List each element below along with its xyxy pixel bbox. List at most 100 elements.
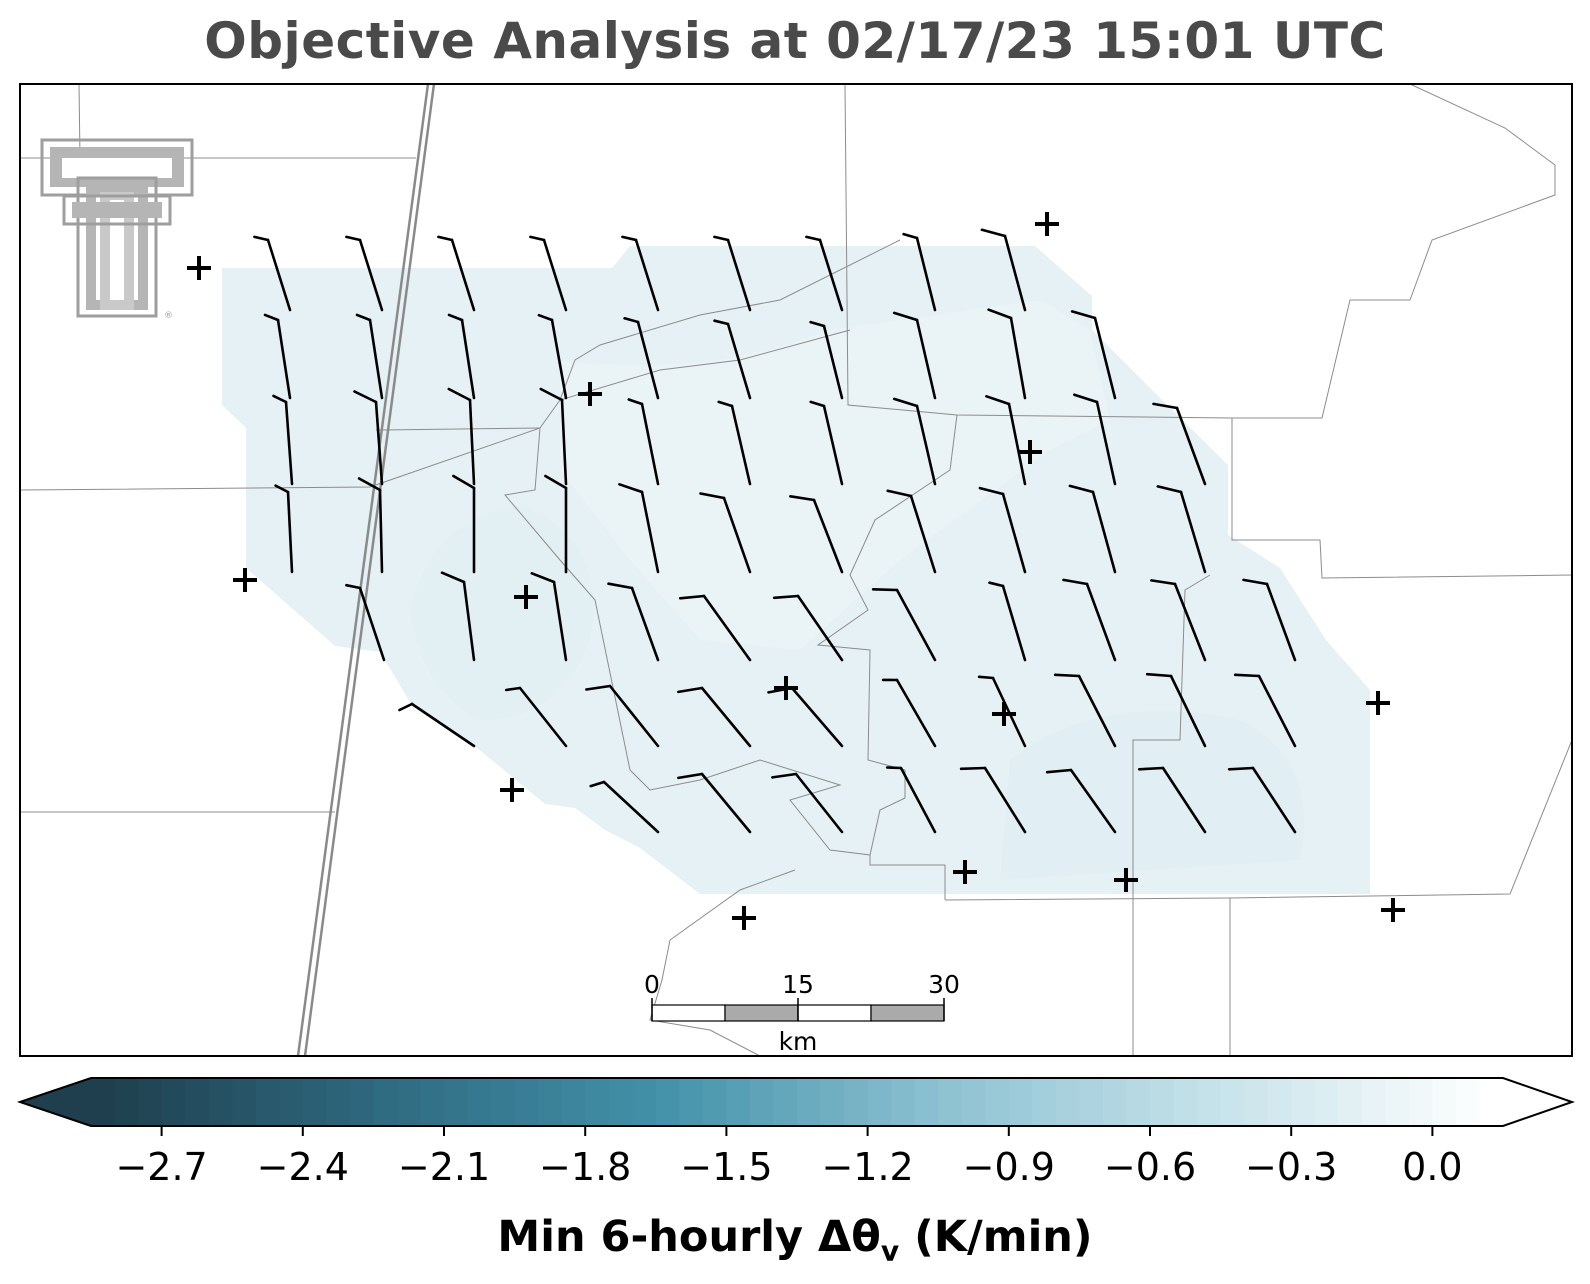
- wind-barb: [1145, 672, 1207, 748]
- wind-barb: [809, 400, 844, 486]
- colorbar-cell: [914, 1078, 939, 1126]
- wind-barb: [607, 582, 660, 662]
- wind-barb: [357, 477, 384, 574]
- wind-barb: [977, 675, 1027, 748]
- wind-barb: [892, 397, 937, 486]
- station-marker: [1114, 868, 1138, 892]
- wind-barb: [1062, 578, 1117, 662]
- colorbar-cell: [185, 1078, 210, 1126]
- wind-barb: [504, 686, 568, 748]
- wind-barb: [771, 772, 844, 834]
- colorbar-cell: [891, 1078, 916, 1126]
- colorbar-cell: [1361, 1078, 1386, 1126]
- colorbar-tick-label: −0.3: [1245, 1145, 1337, 1189]
- highway-line: [296, 84, 436, 1056]
- colorbar-label: Min 6-hourly Δθv (K/min): [497, 1212, 1093, 1268]
- wind-barb: [713, 235, 752, 312]
- wind-barb: [988, 581, 1027, 662]
- wind-barb: [618, 482, 660, 574]
- colorbar-tick-label: −2.4: [257, 1145, 349, 1189]
- colorbar-cell: [1244, 1078, 1269, 1126]
- colorbar-cell: [702, 1078, 727, 1126]
- colorbar-tick-label: −0.9: [963, 1145, 1055, 1189]
- analysis-field-inner: [560, 300, 1110, 650]
- wind-barb: [902, 232, 937, 312]
- wind-barb: [677, 686, 752, 748]
- colorbar-cell: [632, 1078, 657, 1126]
- colorbar-cell: [138, 1078, 163, 1126]
- colorbar-tick-label: −2.1: [398, 1145, 490, 1189]
- colorbar-cell: [232, 1078, 257, 1126]
- colorbar-cell: [279, 1078, 304, 1126]
- colorbar-cell: [797, 1078, 822, 1126]
- wind-barb: [1053, 673, 1117, 748]
- colorbar-cell: [1055, 1078, 1080, 1126]
- colorbar-ticks: −2.7 −2.4 −2.1 −1.8 −1.5 −1.2 −0.9 −0.6 −0.3 0.0: [115, 1126, 1463, 1189]
- station-marker: [1366, 691, 1390, 715]
- wind-barb: [440, 571, 476, 662]
- wind-barb: [589, 780, 660, 834]
- scale-unit: km: [779, 1027, 818, 1056]
- wind-barb: [871, 587, 937, 662]
- colorbar-tick-label: −0.6: [1104, 1145, 1196, 1189]
- colorbar-tick-label: 0.0: [1402, 1145, 1462, 1189]
- colorbar-cell: [561, 1078, 586, 1126]
- wind-barb: [985, 394, 1027, 486]
- colorbar-cell: [1150, 1078, 1175, 1126]
- wind-barb: [623, 316, 660, 400]
- wind-barb: [537, 313, 568, 400]
- wind-barb: [886, 489, 937, 574]
- colorbar-cell: [961, 1078, 986, 1126]
- colorbar-cell: [867, 1078, 892, 1126]
- wind-barb: [717, 400, 752, 486]
- wind-barb: [987, 308, 1027, 400]
- wind-barb: [885, 766, 937, 834]
- wind-barb: [345, 235, 384, 312]
- station-marker: [953, 860, 977, 884]
- wind-barb: [789, 494, 844, 574]
- wind-barb: [1068, 484, 1117, 574]
- scale-bar: 0 15 30 km: [644, 970, 960, 1056]
- colorbar-cell: [655, 1078, 680, 1126]
- station-marker: [187, 256, 211, 280]
- station-marker: [732, 906, 756, 930]
- colorbar-cell: [1432, 1078, 1457, 1126]
- wind-barb: [272, 394, 294, 486]
- colorbar-cell: [1314, 1078, 1339, 1126]
- analysis-field-trough: [1000, 711, 1304, 880]
- colorbar-outline: [16, 1077, 1576, 1127]
- wind-barb: [809, 320, 844, 400]
- station-marker: [500, 778, 524, 802]
- wind-barb: [544, 474, 568, 574]
- colorbar-cell: [1008, 1078, 1033, 1126]
- colorbar-cell: [1455, 1078, 1481, 1126]
- scale-label-30: 30: [928, 970, 960, 999]
- colorbar-cell: [1173, 1078, 1198, 1126]
- station-marker: [578, 382, 602, 406]
- colorbar-cell: [1126, 1078, 1151, 1126]
- texas-tech-double-t-logo: ®: [40, 138, 194, 321]
- colorbar-cell: [985, 1078, 1010, 1126]
- colorbar-extend-high: [1503, 1078, 1572, 1126]
- wind-barb: [355, 313, 384, 400]
- wind-barb: [452, 474, 476, 574]
- svg-text:®: ®: [164, 311, 173, 321]
- colorbar-cell: [114, 1078, 139, 1126]
- colorbar-cell: [1408, 1078, 1433, 1126]
- wind-barb: [345, 583, 386, 662]
- wind-barb: [621, 235, 660, 312]
- wind-barb: [1070, 310, 1117, 400]
- map-panel: ® 0 15 30 km: [19, 83, 1573, 1057]
- wind-barb: [585, 684, 660, 748]
- wind-barb: [1227, 766, 1297, 834]
- wind-barb: [253, 235, 292, 312]
- colorbar-cell: [1479, 1078, 1504, 1126]
- wind-barb: [767, 686, 844, 748]
- scale-label-0: 0: [644, 970, 660, 999]
- wind-barb: [627, 398, 660, 486]
- colorbar-cell: [938, 1078, 963, 1126]
- wind-barb: [1045, 768, 1117, 834]
- wind-barb: [447, 313, 476, 400]
- wind-barb: [398, 702, 476, 748]
- colorbar-cell: [1032, 1078, 1057, 1126]
